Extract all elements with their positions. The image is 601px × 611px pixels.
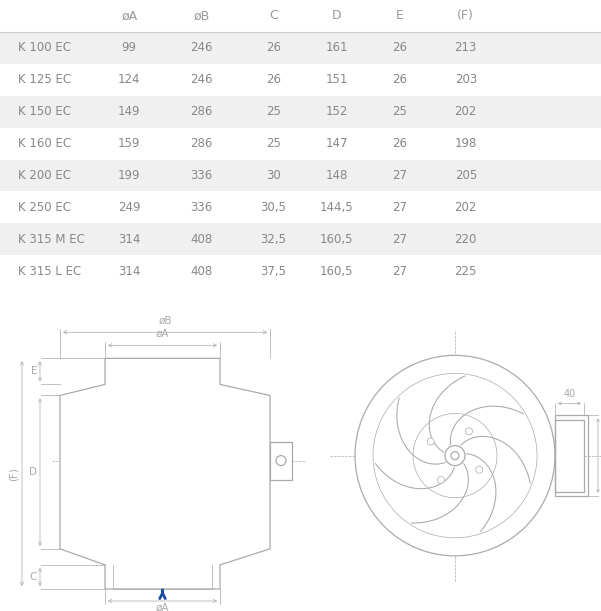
Text: 160,5: 160,5 (320, 265, 353, 278)
Text: 246: 246 (190, 73, 213, 86)
Text: 220: 220 (454, 233, 477, 246)
Text: øB: øB (193, 9, 210, 23)
Text: øA: øA (156, 328, 169, 338)
Text: 202: 202 (454, 201, 477, 214)
Text: 30,5: 30,5 (260, 201, 287, 214)
Text: (F): (F) (9, 467, 19, 481)
Text: 336: 336 (190, 169, 213, 182)
Bar (0, 32, 601, 64)
Text: 26: 26 (392, 42, 407, 54)
Circle shape (438, 477, 445, 483)
Text: 286: 286 (190, 137, 213, 150)
Text: 25: 25 (266, 105, 281, 118)
Text: 25: 25 (392, 105, 407, 118)
Text: K 125 EC: K 125 EC (18, 73, 71, 86)
Text: 161: 161 (325, 42, 348, 54)
Text: øB: øB (158, 315, 172, 325)
Text: 205: 205 (454, 169, 477, 182)
Text: 27: 27 (392, 265, 407, 278)
Text: C: C (269, 9, 278, 23)
Text: 37,5: 37,5 (260, 265, 287, 278)
Text: 246: 246 (190, 42, 213, 54)
Text: K 315 M EC: K 315 M EC (18, 233, 85, 246)
Text: 147: 147 (325, 137, 348, 150)
Text: 203: 203 (454, 73, 477, 86)
Text: 25: 25 (266, 137, 281, 150)
Text: 408: 408 (190, 265, 213, 278)
Text: C: C (29, 572, 37, 582)
Text: 32,5: 32,5 (260, 233, 287, 246)
Text: K 200 EC: K 200 EC (18, 169, 71, 182)
Text: 314: 314 (118, 233, 141, 246)
Text: 27: 27 (392, 233, 407, 246)
Text: D: D (332, 9, 341, 23)
Text: 26: 26 (392, 73, 407, 86)
Text: 160,5: 160,5 (320, 233, 353, 246)
Text: K 160 EC: K 160 EC (18, 137, 71, 150)
Text: 149: 149 (118, 105, 141, 118)
Circle shape (276, 456, 286, 466)
Text: 40: 40 (563, 389, 576, 400)
Bar (555, 415, 588, 496)
Text: 152: 152 (325, 105, 348, 118)
Circle shape (445, 445, 465, 466)
Text: (F): (F) (457, 9, 474, 23)
Circle shape (427, 438, 435, 445)
Text: 202: 202 (454, 105, 477, 118)
Text: 159: 159 (118, 137, 141, 150)
Text: 198: 198 (454, 137, 477, 150)
Text: 30: 30 (266, 169, 281, 182)
Text: 26: 26 (266, 73, 281, 86)
Bar (0, 96, 601, 128)
Text: 314: 314 (118, 265, 141, 278)
Circle shape (451, 452, 459, 459)
Text: 148: 148 (325, 169, 348, 182)
Text: 213: 213 (454, 42, 477, 54)
Text: E: E (31, 367, 37, 376)
Text: 27: 27 (392, 201, 407, 214)
Text: 124: 124 (118, 73, 141, 86)
Circle shape (355, 356, 555, 556)
Text: 199: 199 (118, 169, 141, 182)
Text: 99: 99 (122, 42, 136, 54)
Polygon shape (60, 359, 270, 589)
Circle shape (476, 466, 483, 473)
Text: K 100 EC: K 100 EC (18, 42, 71, 54)
Text: 151: 151 (325, 73, 348, 86)
Circle shape (466, 428, 472, 435)
Text: E: E (395, 9, 404, 23)
Text: 286: 286 (190, 105, 213, 118)
Text: 336: 336 (190, 201, 213, 214)
Text: 249: 249 (118, 201, 141, 214)
Text: K 315 L EC: K 315 L EC (18, 265, 81, 278)
Text: D: D (29, 467, 37, 477)
Text: øA: øA (121, 9, 137, 23)
Text: K 150 EC: K 150 EC (18, 105, 71, 118)
Bar (0, 159, 601, 191)
Circle shape (413, 414, 497, 498)
Bar (0, 224, 601, 255)
Text: 27: 27 (392, 169, 407, 182)
Text: øA: øA (156, 603, 169, 611)
Bar (270, 442, 292, 480)
Text: 408: 408 (190, 233, 213, 246)
Text: 26: 26 (392, 137, 407, 150)
Text: K 250 EC: K 250 EC (18, 201, 71, 214)
Text: 144,5: 144,5 (320, 201, 353, 214)
Text: 225: 225 (454, 265, 477, 278)
Text: 26: 26 (266, 42, 281, 54)
Bar (555, 420, 584, 492)
